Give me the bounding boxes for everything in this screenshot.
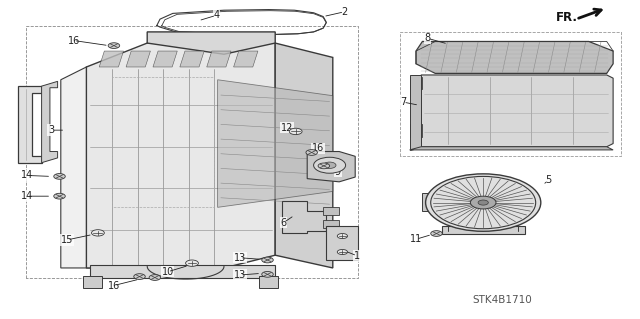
Text: 3: 3 bbox=[48, 125, 54, 135]
Text: 13: 13 bbox=[234, 253, 246, 263]
Circle shape bbox=[54, 193, 65, 199]
Polygon shape bbox=[410, 75, 421, 150]
Polygon shape bbox=[275, 43, 333, 268]
Polygon shape bbox=[259, 276, 278, 288]
Text: 12: 12 bbox=[280, 122, 293, 133]
Circle shape bbox=[289, 128, 302, 135]
Text: 14: 14 bbox=[20, 170, 33, 181]
Circle shape bbox=[306, 150, 317, 155]
Polygon shape bbox=[147, 32, 275, 54]
Text: 14: 14 bbox=[20, 191, 33, 201]
Polygon shape bbox=[207, 51, 231, 67]
Polygon shape bbox=[218, 80, 333, 207]
Polygon shape bbox=[153, 51, 177, 67]
Circle shape bbox=[478, 200, 488, 205]
Text: 8: 8 bbox=[424, 33, 431, 43]
Circle shape bbox=[318, 163, 330, 169]
Polygon shape bbox=[61, 67, 147, 268]
Circle shape bbox=[262, 271, 273, 277]
Polygon shape bbox=[410, 147, 613, 150]
Polygon shape bbox=[410, 124, 422, 137]
Text: 11: 11 bbox=[410, 234, 422, 244]
Text: STK4B1710: STK4B1710 bbox=[472, 295, 532, 305]
Polygon shape bbox=[326, 226, 358, 260]
Polygon shape bbox=[83, 276, 102, 288]
Circle shape bbox=[108, 43, 120, 48]
Polygon shape bbox=[180, 51, 204, 67]
Circle shape bbox=[470, 196, 496, 209]
Text: 16: 16 bbox=[108, 280, 120, 291]
Polygon shape bbox=[410, 77, 422, 89]
Circle shape bbox=[337, 234, 348, 239]
Circle shape bbox=[149, 275, 161, 280]
Circle shape bbox=[92, 230, 104, 236]
Text: 2: 2 bbox=[341, 7, 348, 17]
Circle shape bbox=[314, 157, 346, 173]
Circle shape bbox=[431, 231, 442, 236]
Text: 1: 1 bbox=[354, 251, 360, 261]
Text: 5: 5 bbox=[545, 175, 552, 185]
Text: FR.: FR. bbox=[556, 11, 577, 24]
Text: 16: 16 bbox=[312, 143, 324, 153]
Text: 6: 6 bbox=[280, 218, 287, 228]
Circle shape bbox=[134, 274, 145, 279]
Polygon shape bbox=[99, 51, 124, 67]
Polygon shape bbox=[86, 43, 275, 268]
Polygon shape bbox=[416, 41, 613, 73]
Polygon shape bbox=[323, 207, 339, 215]
Polygon shape bbox=[422, 193, 443, 211]
Polygon shape bbox=[442, 226, 525, 234]
Circle shape bbox=[262, 257, 273, 263]
Polygon shape bbox=[90, 265, 275, 278]
Circle shape bbox=[337, 249, 348, 255]
Polygon shape bbox=[421, 75, 613, 147]
Polygon shape bbox=[42, 81, 58, 163]
Text: 15: 15 bbox=[61, 235, 74, 245]
Text: 7: 7 bbox=[400, 97, 406, 107]
Text: 9: 9 bbox=[335, 167, 341, 177]
Circle shape bbox=[323, 162, 336, 168]
Text: 4: 4 bbox=[213, 10, 220, 20]
Text: 13: 13 bbox=[234, 270, 246, 280]
Circle shape bbox=[426, 174, 541, 231]
Polygon shape bbox=[18, 86, 42, 163]
Polygon shape bbox=[234, 51, 258, 67]
Polygon shape bbox=[323, 220, 339, 228]
Text: 16: 16 bbox=[67, 35, 80, 46]
Circle shape bbox=[54, 174, 65, 179]
Circle shape bbox=[186, 260, 198, 266]
Polygon shape bbox=[307, 152, 355, 182]
Polygon shape bbox=[282, 201, 326, 233]
Polygon shape bbox=[126, 51, 150, 67]
Text: 10: 10 bbox=[161, 267, 174, 277]
